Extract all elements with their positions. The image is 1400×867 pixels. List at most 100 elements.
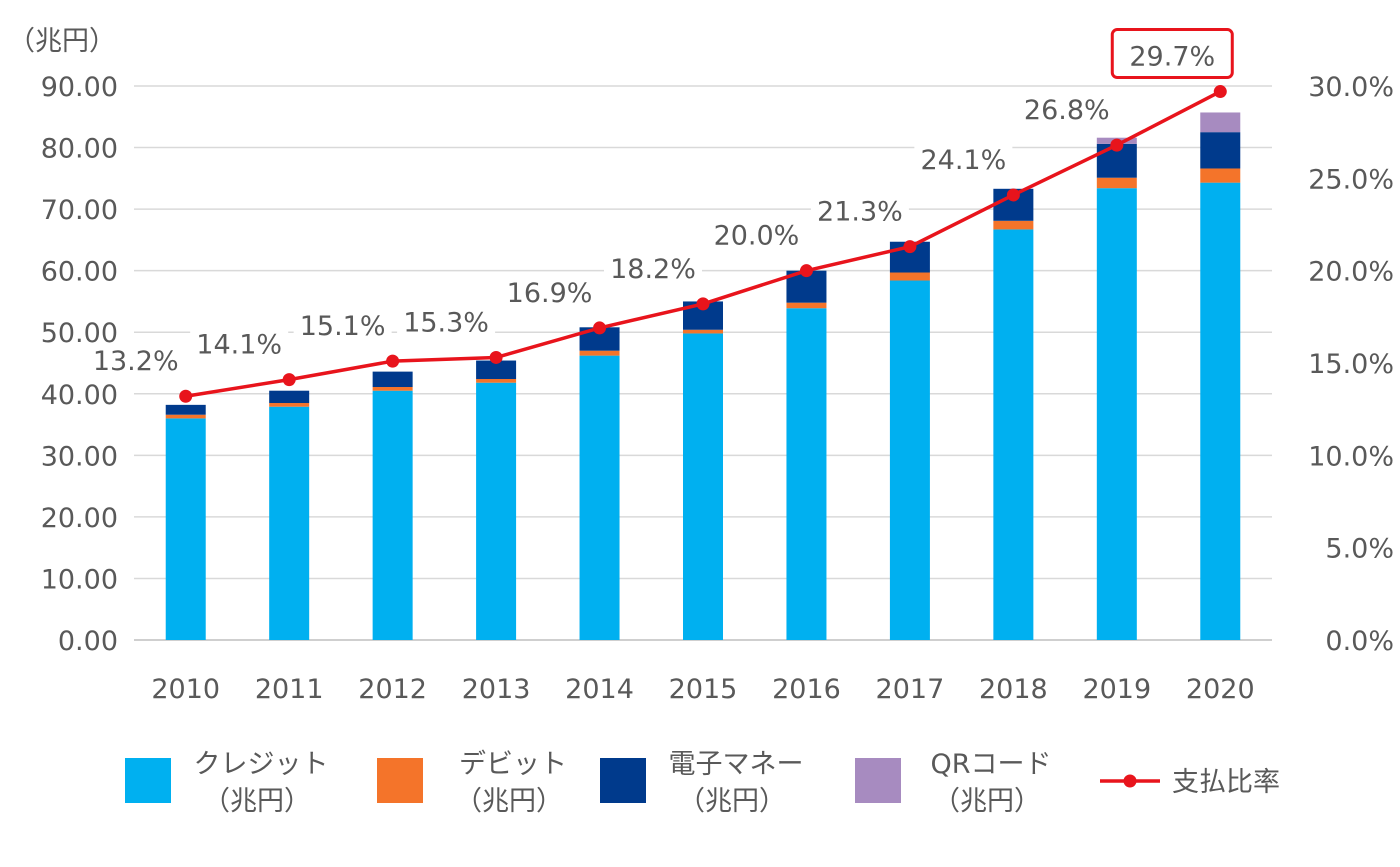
ratio-label-bg bbox=[500, 275, 599, 310]
bar-segment bbox=[889, 272, 930, 281]
legend-unit: （兆円） bbox=[678, 786, 786, 817]
ratio-point bbox=[593, 321, 607, 335]
ratio-label: 16.9% bbox=[507, 278, 593, 309]
right-tick-label: 0.0% bbox=[1325, 626, 1394, 657]
bar-segment bbox=[1096, 188, 1137, 640]
ratio-point bbox=[1213, 85, 1227, 99]
bar-segment bbox=[683, 333, 723, 640]
bar-segment bbox=[1200, 168, 1241, 183]
x-tick-label: 2013 bbox=[462, 674, 531, 705]
bar-segment bbox=[476, 379, 517, 383]
ratio-label: 18.2% bbox=[610, 254, 696, 285]
ratio-label-bg bbox=[397, 305, 496, 340]
y-axis-unit-label: （兆円） bbox=[8, 26, 116, 57]
left-tick-label: 80.00 bbox=[41, 134, 118, 165]
ratio-label-bg bbox=[914, 142, 1013, 177]
x-tick-label: 2010 bbox=[151, 674, 220, 705]
bar-segment bbox=[1200, 182, 1241, 641]
ratio-point bbox=[1006, 188, 1020, 202]
x-tick-label: 2012 bbox=[358, 674, 427, 705]
bar-segment bbox=[1200, 132, 1241, 169]
ratio-label-bg bbox=[293, 309, 392, 344]
bar-segment bbox=[165, 404, 206, 415]
bar-segment bbox=[476, 360, 517, 380]
x-tick-label: 2020 bbox=[1186, 674, 1255, 705]
ratio-label-bg bbox=[190, 327, 289, 362]
ratio-point bbox=[903, 240, 917, 254]
right-tick-label: 30.0% bbox=[1308, 72, 1394, 103]
legend-swatch bbox=[855, 758, 901, 803]
ratio-point bbox=[799, 264, 813, 278]
legend-swatch bbox=[125, 758, 171, 803]
bar-segment bbox=[372, 371, 413, 388]
right-tick-label: 10.0% bbox=[1308, 441, 1394, 472]
ratio-label: 14.1% bbox=[196, 330, 282, 361]
ratio-label: 15.1% bbox=[300, 311, 386, 342]
bar-segment bbox=[1096, 177, 1137, 189]
left-tick-label: 0.00 bbox=[58, 626, 118, 657]
legend-line-marker bbox=[1123, 774, 1137, 788]
left-tick-label: 70.00 bbox=[41, 195, 118, 226]
ratio-label-bg bbox=[1017, 93, 1116, 128]
x-axis: 2010 2011 2012 2013 2014 2015 2016 2017 2018 2019… bbox=[151, 674, 1254, 705]
ratio-point bbox=[179, 389, 193, 403]
bar-segment bbox=[372, 390, 413, 640]
legend-label: デビット bbox=[459, 749, 567, 780]
bar-segment bbox=[579, 355, 620, 640]
legend-swatch bbox=[600, 758, 646, 803]
left-tick-label: 30.00 bbox=[41, 441, 118, 472]
bar-segment bbox=[1200, 112, 1241, 133]
bar-segment bbox=[993, 229, 1034, 640]
bar-segment bbox=[579, 327, 620, 351]
legend: クレジット （兆円） デビット （兆円） 電子マネー （兆円） QRコード （兆円） 支払比率 bbox=[125, 749, 1280, 817]
ratio-line-series: 13.2% 14.1% 15.1% 15.3% 16.9% 18.2% 20.0% 21.3%… bbox=[86, 28, 1234, 403]
legend-unit: （兆円） bbox=[455, 786, 563, 817]
left-tick-label: 40.00 bbox=[41, 380, 118, 411]
bar-segment bbox=[269, 390, 310, 404]
legend-label: 電子マネー bbox=[669, 749, 804, 780]
x-tick-label: 2017 bbox=[876, 674, 945, 705]
ratio-label: 13.2% bbox=[93, 346, 179, 377]
x-tick-label: 2016 bbox=[772, 674, 841, 705]
right-tick-label: 20.0% bbox=[1308, 257, 1394, 288]
x-tick-label: 2014 bbox=[565, 674, 634, 705]
right-tick-label: 5.0% bbox=[1325, 534, 1394, 565]
bar-segment bbox=[165, 414, 206, 419]
bar-segment bbox=[889, 280, 930, 640]
highlight-box bbox=[1110, 28, 1234, 80]
right-tick-label: 15.0% bbox=[1308, 349, 1394, 380]
ratio-label: 24.1% bbox=[920, 145, 1006, 176]
bar-segment bbox=[683, 329, 723, 334]
ratio-label: 15.3% bbox=[403, 307, 489, 338]
bar-series bbox=[165, 112, 1241, 641]
ratio-point bbox=[386, 354, 400, 368]
bar-segment bbox=[372, 387, 413, 391]
left-tick-label: 60.00 bbox=[41, 257, 118, 288]
bar-segment bbox=[579, 350, 620, 356]
ratio-label-bg bbox=[810, 194, 909, 229]
bar-segment bbox=[476, 382, 517, 640]
left-tick-label: 20.00 bbox=[41, 503, 118, 534]
legend-label: クレジット bbox=[194, 749, 329, 780]
legend-label: 支払比率 bbox=[1172, 767, 1280, 798]
right-tick-label: 25.0% bbox=[1308, 164, 1394, 195]
ratio-point bbox=[489, 350, 503, 364]
legend-label: QRコード bbox=[930, 749, 1051, 780]
right-axis: 0.0% 5.0% 10.0% 15.0% 20.0% 25.0% 30.0% bbox=[1308, 72, 1394, 657]
bar-segment bbox=[269, 403, 310, 407]
legend-swatch bbox=[377, 758, 423, 803]
ratio-label: 21.3% bbox=[817, 197, 903, 228]
left-tick-label: 50.00 bbox=[41, 318, 118, 349]
ratio-point bbox=[282, 373, 296, 387]
left-tick-label: 90.00 bbox=[41, 72, 118, 103]
ratio-label: 20.0% bbox=[714, 221, 800, 252]
ratio-label: 29.7% bbox=[1129, 42, 1215, 73]
ratio-label-bg bbox=[707, 218, 806, 253]
x-tick-label: 2019 bbox=[1082, 674, 1151, 705]
ratio-point bbox=[696, 297, 710, 311]
ratio-label-bg bbox=[86, 344, 185, 379]
bar-segment bbox=[993, 220, 1034, 230]
left-tick-label: 10.00 bbox=[41, 564, 118, 595]
ratio-label-bg bbox=[604, 251, 702, 286]
bar-segment bbox=[165, 418, 206, 640]
